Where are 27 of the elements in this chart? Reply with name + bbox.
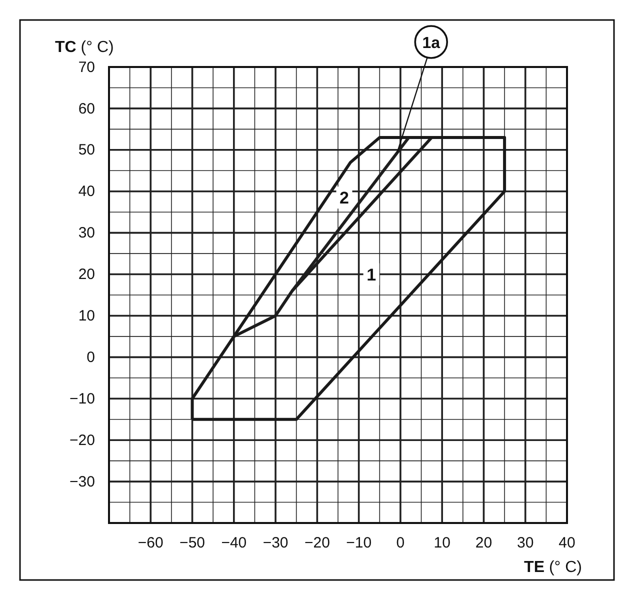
y-axis-title: TC (° C) — [55, 39, 114, 56]
y-tick-label: −30 — [70, 473, 95, 490]
y-tick-label: 30 — [78, 224, 95, 242]
y-tick-label: 40 — [78, 183, 95, 200]
y-tick-label: 50 — [78, 142, 95, 159]
y-tick-label: 60 — [78, 100, 95, 118]
x-tick-label: −10 — [346, 534, 372, 552]
x-tick-label: −30 — [262, 534, 288, 552]
annotation: 1a — [422, 35, 440, 52]
x-tick-label: 30 — [517, 534, 534, 552]
x-tick-label: −20 — [304, 534, 330, 552]
x-tick-label: 0 — [396, 534, 405, 552]
x-axis-title: TE (° C) — [524, 559, 582, 576]
annotation: 2 — [340, 188, 349, 208]
x-tick-label: 20 — [475, 534, 492, 552]
x-tick-label: −60 — [138, 534, 164, 552]
y-tick-label: 10 — [78, 308, 95, 325]
y-tick-label: 0 — [86, 348, 95, 366]
y-tick-label: −20 — [70, 432, 95, 449]
x-tick-label: −50 — [180, 534, 205, 552]
annotation: 1 — [366, 265, 376, 284]
x-tick-label: 10 — [434, 534, 450, 552]
y-tick-label: 20 — [78, 266, 95, 284]
y-tick-label: −10 — [70, 390, 95, 408]
y-tick-label: 70 — [78, 58, 95, 76]
x-tick-label: 40 — [558, 534, 576, 552]
x-tick-label: −40 — [221, 534, 247, 552]
